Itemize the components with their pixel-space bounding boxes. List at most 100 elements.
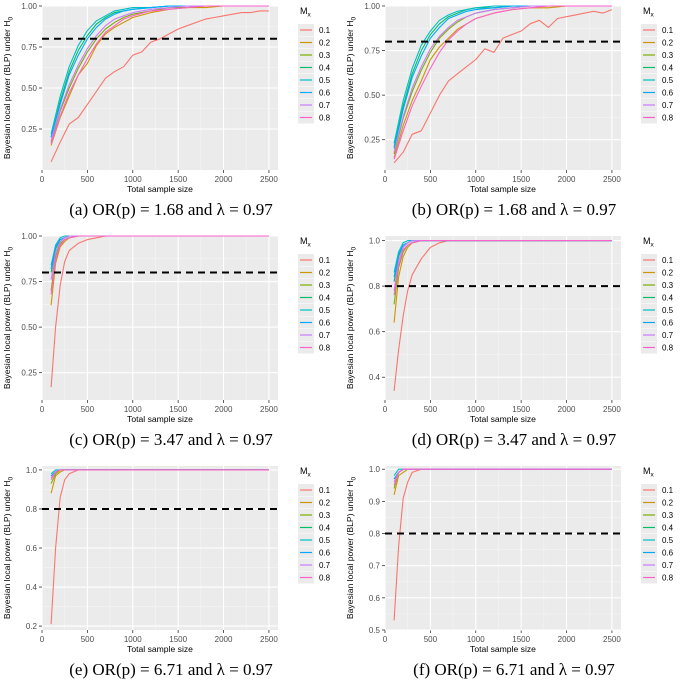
chart-svg: 0 500 1000 1500 2000 2500 0.4 0.6 0.8 1.0 Bayesian… — [345, 236, 674, 424]
legend-title: Mx — [300, 236, 312, 249]
series-line-0.8 — [50, 469, 269, 480]
x-tick-label: 1000 — [467, 405, 485, 414]
legend-label: 0.1 — [319, 26, 331, 35]
x-axis-title: Total sample size — [470, 644, 536, 654]
legend-title: Mx — [300, 6, 312, 19]
x-tick-label: 1500 — [512, 405, 530, 414]
y-axis-title-main: Bayesian local power (BLP) under H — [2, 21, 12, 160]
chart-panel-f: 0 500 1000 1500 2000 2500 0.5 0.6 0.7 0.8 0.9 1.0 Ba… — [343, 460, 685, 690]
legend-label: 0.8 — [319, 574, 331, 583]
y-tick-label: 1.0 — [26, 466, 38, 475]
y-axis-title: Bayesian local power (BLP) under H0 — [345, 247, 358, 390]
y-tick-label: 0.50 — [21, 323, 37, 332]
x-tick-label: 2500 — [603, 175, 621, 184]
y-tick-label: 0.8 — [26, 505, 38, 514]
y-axis-title-sub: 0 — [8, 17, 15, 21]
legend-label: 0.1 — [319, 486, 331, 495]
x-tick-label: 1500 — [169, 175, 187, 184]
chart-svg: 0 500 1000 1500 2000 2500 0.2 0.4 0.6 0.8 1.0 Bayes… — [2, 466, 331, 654]
legend-label: 0.2 — [319, 499, 331, 508]
x-tick-label: 0 — [383, 635, 388, 644]
y-axis-title-main: Bayesian local power (BLP) under H — [2, 251, 12, 390]
x-tick-label: 1500 — [512, 175, 530, 184]
y-axis-title-sub: 0 — [8, 477, 15, 481]
legend-label: 0.7 — [662, 561, 674, 570]
legend-label: 0.4 — [662, 294, 674, 303]
x-tick-label: 1000 — [124, 405, 142, 414]
y-tick-label: 1.00 — [21, 232, 37, 241]
legend-label: 0.5 — [662, 76, 674, 85]
x-tick-label: 0 — [40, 635, 45, 644]
figure-caption: (c) OR(p) = 3.47 and λ = 0.97 — [69, 430, 273, 449]
y-tick-label: 0.8 — [369, 530, 381, 539]
y-tick-label: 0.25 — [21, 125, 37, 134]
x-tick-label: 500 — [81, 635, 95, 644]
series-line-0.8 — [50, 235, 269, 295]
legend-title-sub: x — [308, 472, 312, 479]
legend-title: Mx — [643, 6, 655, 19]
legend-label: 0.5 — [319, 306, 331, 315]
legend-label: 0.6 — [662, 89, 674, 98]
y-tick-label: 0.50 — [21, 84, 37, 93]
y-tick-label: 0.6 — [369, 328, 381, 337]
legend-label: 0.2 — [319, 269, 331, 278]
legend-label: 0.6 — [319, 549, 331, 558]
x-tick-label: 2500 — [260, 635, 278, 644]
legend-title: Mx — [643, 466, 655, 479]
legend-label: 0.3 — [319, 51, 331, 60]
x-tick-label: 2500 — [260, 175, 278, 184]
series-line-0.8 — [393, 5, 612, 160]
y-axis-title: Bayesian local power (BLP) under H0 — [345, 477, 358, 620]
series-line-0.8 — [50, 5, 269, 144]
legend-label: 0.7 — [662, 101, 674, 110]
y-axis-title-sub: 0 — [8, 247, 15, 251]
chart-panel-b: 0 500 1000 1500 2000 2500 0.25 0.50 0.75 1.00 Baye… — [343, 0, 685, 230]
x-tick-label: 2000 — [215, 175, 233, 184]
y-axis-title: Bayesian local power (BLP) under H0 — [345, 17, 358, 160]
x-tick-label: 2000 — [558, 405, 576, 414]
series-line-0.8 — [393, 240, 612, 296]
legend-label: 0.4 — [662, 524, 674, 533]
y-axis-title-sub: 0 — [351, 247, 358, 251]
x-tick-label: 2500 — [603, 635, 621, 644]
x-tick-label: 500 — [81, 175, 95, 184]
x-axis-title: Total sample size — [127, 184, 193, 194]
y-axis-title: Bayesian local power (BLP) under H0 — [2, 477, 15, 620]
y-axis-title: Bayesian local power (BLP) under H0 — [2, 17, 15, 160]
legend-title-sub: x — [308, 242, 312, 249]
figure-caption: (d) OR(p) = 3.47 and λ = 0.97 — [411, 430, 617, 449]
legend-label: 0.4 — [319, 524, 331, 533]
chart-panel-d: 0 500 1000 1500 2000 2500 0.4 0.6 0.8 1.0 Bayesian… — [343, 230, 685, 460]
y-tick-label: 0.75 — [21, 278, 37, 287]
legend-title-main: M — [300, 6, 308, 16]
plot-background — [42, 236, 278, 400]
legend-label: 0.3 — [319, 281, 331, 290]
legend-title-sub: x — [651, 472, 655, 479]
x-tick-label: 500 — [424, 175, 438, 184]
y-axis-title-main: Bayesian local power (BLP) under H — [345, 481, 355, 620]
y-tick-label: 0.4 — [26, 583, 38, 592]
y-tick-label: 1.0 — [369, 465, 381, 474]
series-line-0.8 — [393, 468, 612, 486]
y-tick-label: 0.6 — [26, 544, 38, 553]
x-tick-label: 2000 — [558, 635, 576, 644]
legend-label: 0.7 — [319, 331, 331, 340]
legend-label: 0.3 — [319, 511, 331, 520]
x-tick-label: 1500 — [169, 405, 187, 414]
figure-caption: (e) OR(p) = 6.71 and λ = 0.97 — [69, 660, 273, 679]
legend-title-main: M — [300, 466, 308, 476]
x-axis-title: Total sample size — [470, 414, 536, 424]
chart-svg: 0 500 1000 1500 2000 25000.250.500.751.00Baye… — [2, 2, 331, 194]
legend-label: 0.7 — [662, 331, 674, 340]
legend-label: 0.8 — [662, 574, 674, 583]
y-tick-label: 0.75 — [21, 43, 37, 52]
y-tick-label: 0.4 — [369, 373, 381, 382]
plot-background — [385, 466, 621, 630]
chart-panel-e: 0 500 1000 1500 2000 2500 0.2 0.4 0.6 0.8 1.0 Bayes… — [0, 460, 342, 690]
y-tick-label: 0.75 — [364, 47, 380, 56]
legend-label: 0.1 — [662, 256, 674, 265]
legend-label: 0.5 — [319, 76, 331, 85]
y-tick-label: 0.25 — [21, 369, 37, 378]
x-tick-label: 1000 — [124, 175, 142, 184]
y-tick-label: 0.8 — [369, 282, 381, 291]
